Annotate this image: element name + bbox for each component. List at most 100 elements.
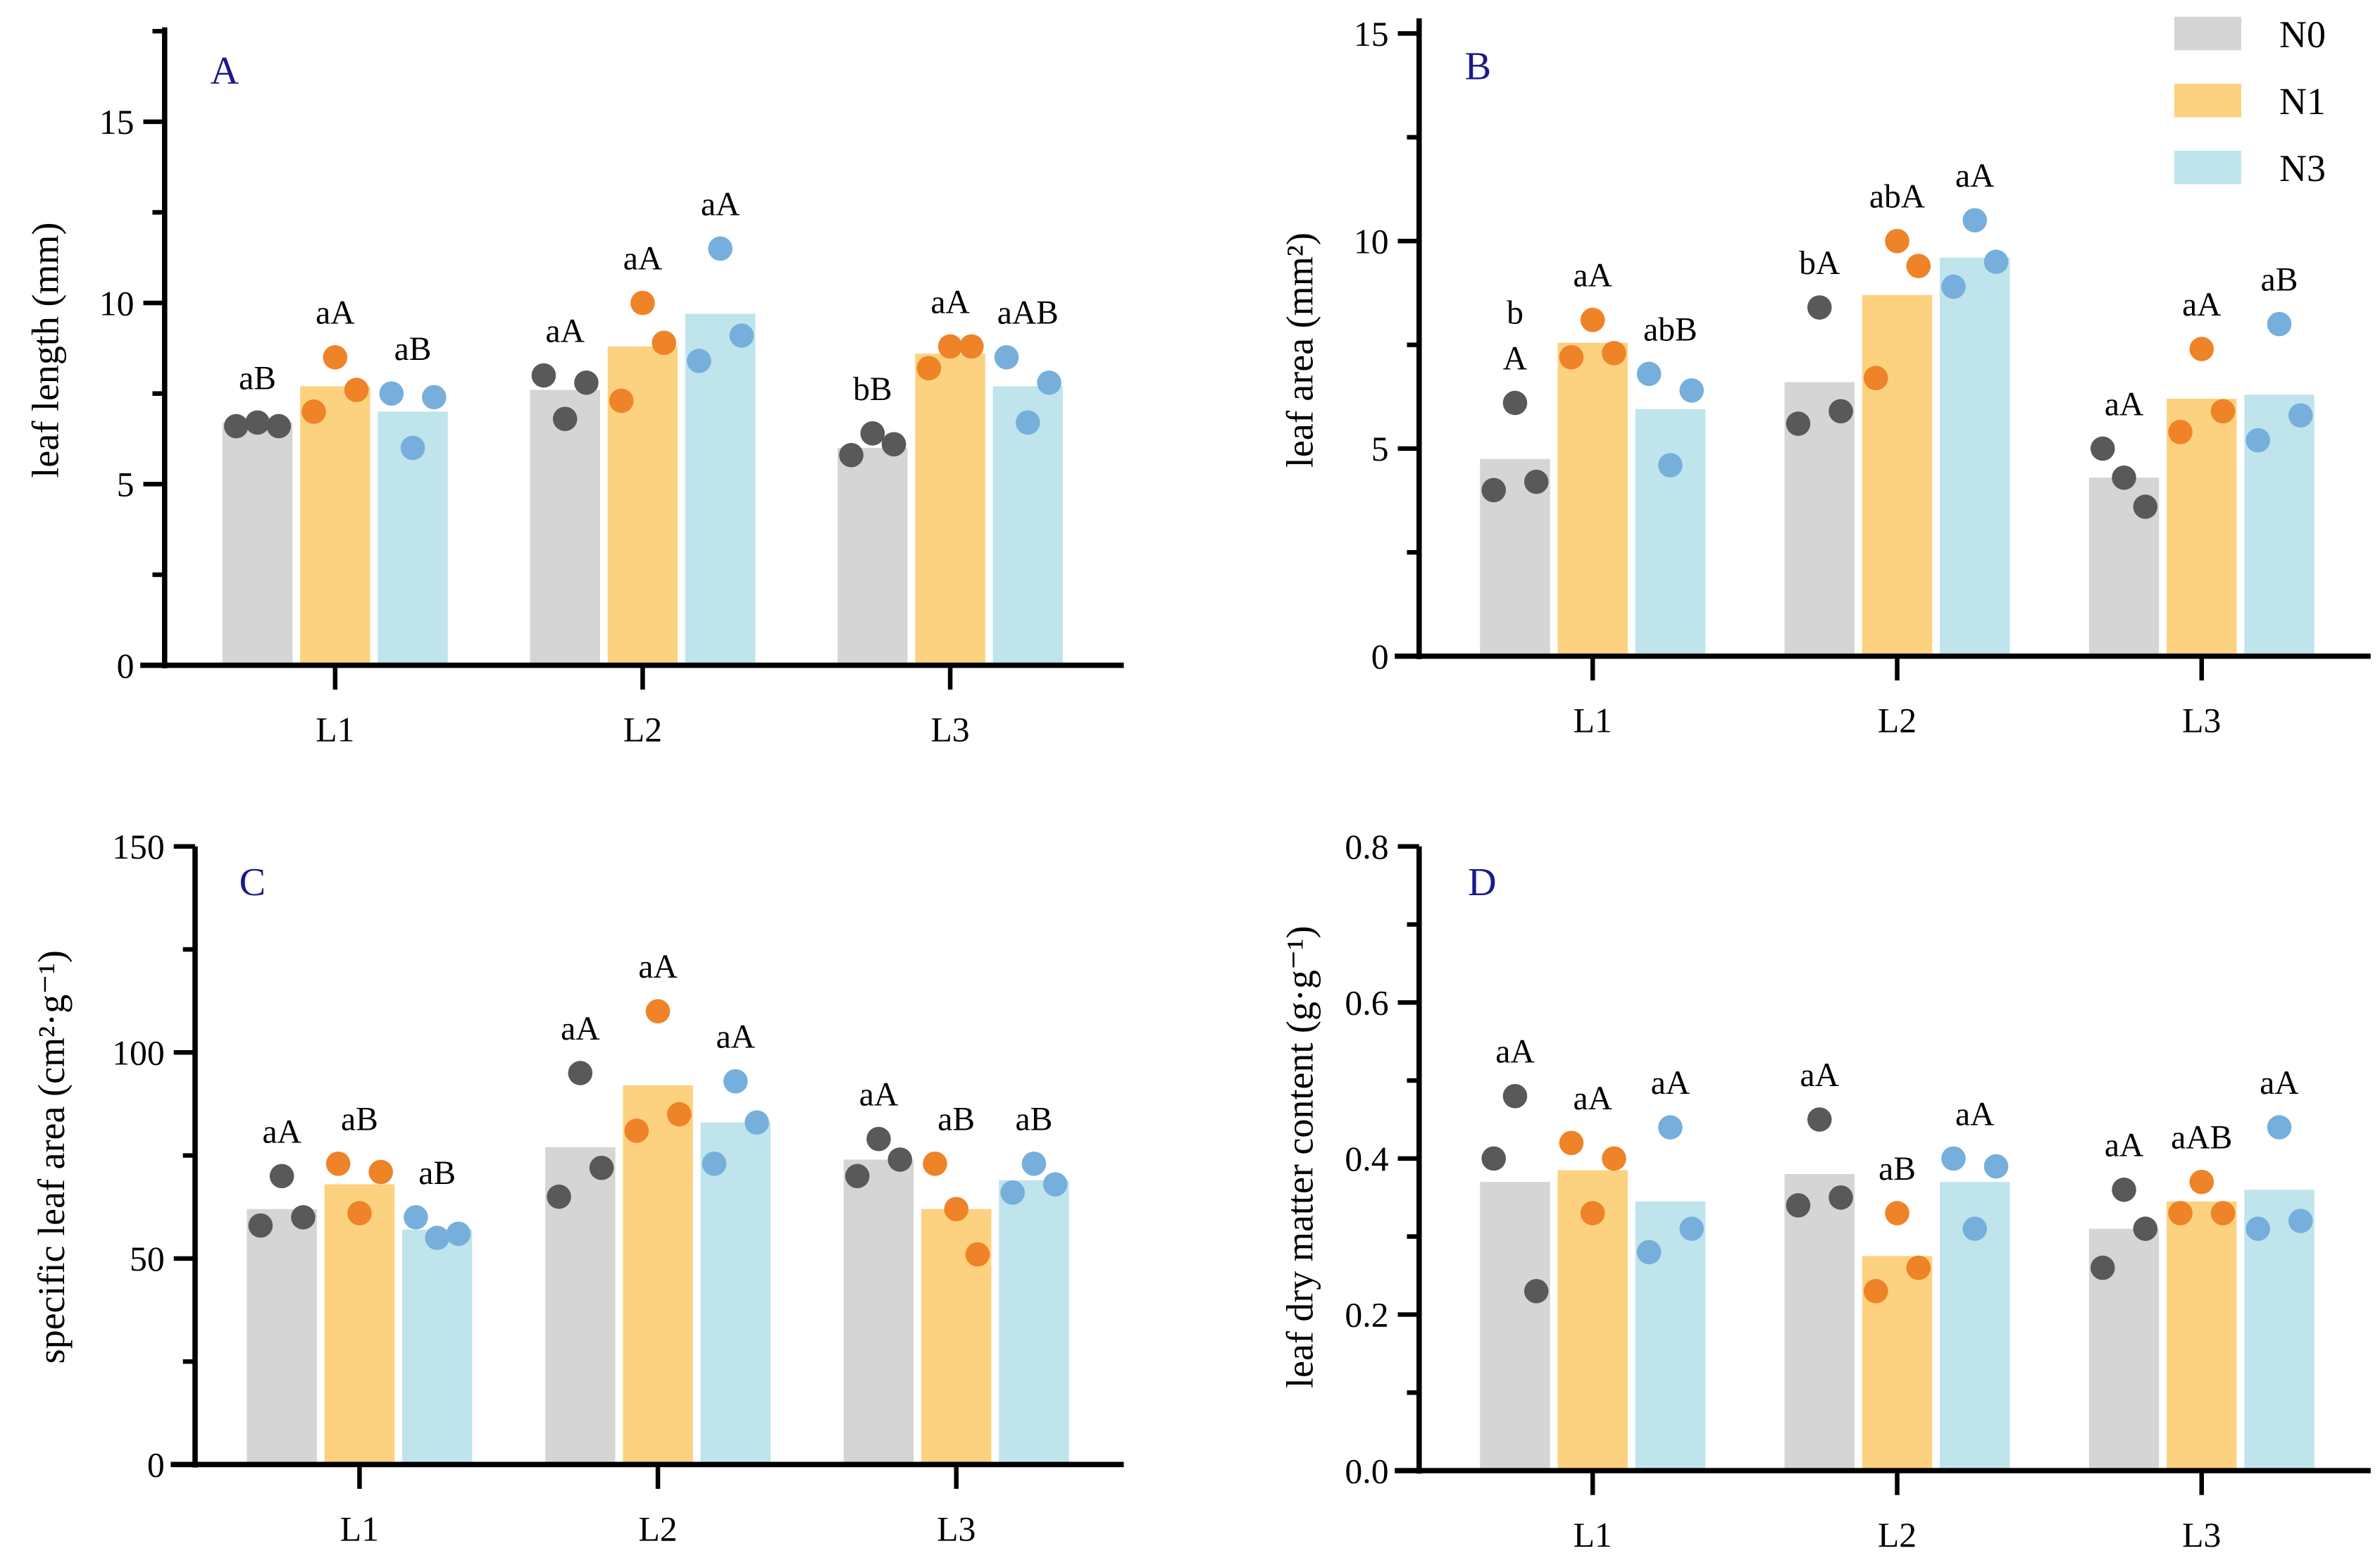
panel-a-point-n0-l1 <box>224 413 249 439</box>
panel-d-point-n0-l3 <box>2112 1177 2136 1202</box>
panel-c-y-tick-label: 100 <box>112 1034 165 1073</box>
panel-c-y-tick-label: 150 <box>112 828 165 866</box>
panel-a-significance-label: aA <box>623 241 662 278</box>
panel-c-point-n1-l2 <box>624 1118 649 1143</box>
panel-a-point-n0-l2 <box>574 370 599 395</box>
panel-c-bar-n1-l2 <box>623 1085 693 1465</box>
panel-a-point-n0-l1 <box>245 410 270 435</box>
panel-c-point-n3-l3 <box>1021 1151 1047 1176</box>
panel-b-point-n1-l3 <box>2189 337 2214 361</box>
panel-c-bar-n3-l1 <box>401 1229 473 1465</box>
panel-c-significance-label: aB <box>418 1155 456 1192</box>
panel-d-letter: D <box>1468 861 1497 904</box>
panel-a-point-n1-l1 <box>323 345 348 370</box>
panel-c-point-n3-l3 <box>1000 1180 1025 1205</box>
legend-swatch-n0 <box>2174 16 2242 51</box>
panel-d-significance-label: aAB <box>2171 1120 2232 1156</box>
panel-d-point-n3-l1 <box>1679 1216 1704 1241</box>
panel-c-letter: C <box>239 861 266 904</box>
panel-d-point-n0-l3 <box>2091 1255 2115 1280</box>
panel-d-point-n0-l2 <box>1807 1107 1832 1132</box>
panel-c-point-n1-l1 <box>347 1201 372 1226</box>
panel-b-point-n1-l3 <box>2168 420 2193 444</box>
panel-a-point-n3-l1 <box>379 381 404 406</box>
panel-b-point-n3-l1 <box>1679 378 1704 403</box>
panel-c-bar-n3-l3 <box>999 1180 1069 1465</box>
panel-a-point-n1-l1 <box>301 399 326 424</box>
panel-d-bar-n0-l1 <box>1480 1182 1550 1471</box>
panel-c-point-n3-l1 <box>425 1226 449 1250</box>
panel-b-significance-label: aA <box>1955 158 1994 194</box>
panel-b-point-n3-l3 <box>2267 311 2292 337</box>
panel-a-point-n0-l2 <box>531 363 556 388</box>
panel-a-x-tick-label: L3 <box>930 711 969 749</box>
panel-c-y-tick-label: 50 <box>130 1240 165 1278</box>
panel-b-point-n3-l3 <box>2288 403 2313 428</box>
panel-c-point-n1-l1 <box>325 1151 351 1176</box>
panel-a-y-axis-title: leaf length (mm) <box>24 223 66 478</box>
panel-d-point-n0-l3 <box>2133 1216 2158 1241</box>
panel-b-x-tick-label: L1 <box>1574 702 1612 740</box>
panel-a-y-tick-label: 10 <box>99 284 135 323</box>
panel-b-point-n1-l2 <box>1885 228 1909 254</box>
panel-b-x-tick-label: L3 <box>2182 702 2221 740</box>
panel-d-y-tick-label: 0.8 <box>1345 828 1388 866</box>
panel-a-point-n1-l2 <box>609 388 634 413</box>
panel-a-point-n0-l1 <box>266 413 292 439</box>
panel-b-bar-n3-l1 <box>1635 409 1706 656</box>
panel-a-point-n3-l3 <box>1037 370 1061 395</box>
panel-d-point-n0-l2 <box>1786 1193 1811 1218</box>
panel-b-significance-label: aB <box>2261 262 2298 299</box>
panel-a-y-tick-label: 5 <box>117 466 135 504</box>
panel-d-point-n0-l1 <box>1502 1083 1528 1109</box>
panel-c-bar-n0-l3 <box>843 1159 914 1465</box>
panel-b-bar-n1-l2 <box>1862 294 1933 656</box>
panel-b-significance-label: bA <box>1799 245 1840 282</box>
panel-b-point-n1-l3 <box>2210 399 2236 424</box>
panel-a-significance-label: bB <box>853 371 892 408</box>
panel-a-point-n3-l1 <box>400 435 425 461</box>
panel-d-point-n3-l2 <box>1983 1154 2009 1179</box>
panel-a-y-tick-label: 15 <box>99 103 135 142</box>
panel-d-significance-label: aA <box>1955 1096 1994 1133</box>
panel-a-bar-n1-l1 <box>300 386 370 666</box>
panel-a-significance-label: aA <box>316 295 354 332</box>
panel-a-point-n3-l1 <box>422 385 447 410</box>
panel-b-point-n0-l3 <box>2091 436 2115 461</box>
panel-c-point-n1-l2 <box>667 1102 692 1127</box>
panel-c-point-n3-l1 <box>446 1221 471 1247</box>
panel-a-bar-n1-l3 <box>915 354 985 666</box>
panel-b-point-n3-l1 <box>1658 453 1683 478</box>
panel-d-point-n3-l3 <box>2288 1209 2313 1233</box>
panel-c-bar-n3-l2 <box>700 1122 771 1465</box>
panel-d-point-n0-l2 <box>1828 1185 1853 1210</box>
panel-c-point-n3-l3 <box>1042 1172 1068 1197</box>
panel-b-significance-label: aA <box>1573 258 1612 294</box>
panel-a-significance-label: aA <box>545 313 584 349</box>
panel-d-point-n3-l2 <box>1941 1146 1966 1171</box>
panel-c-point-n3-l1 <box>404 1205 428 1230</box>
panel-b-point-n0-l1 <box>1524 469 1549 494</box>
panel-d-point-n3-l2 <box>1962 1216 1988 1241</box>
panel-d-x-tick-label: L3 <box>2182 1516 2221 1554</box>
panel-c-point-n0-l3 <box>887 1147 913 1172</box>
panel-d-bar-n1-l3 <box>2167 1201 2237 1471</box>
panel-a-point-n1-l2 <box>652 330 677 356</box>
panel-c-point-n3-l2 <box>723 1068 748 1094</box>
panel-b-point-n1-l1 <box>1559 344 1584 370</box>
panel-d-point-n1-l1 <box>1580 1201 1605 1226</box>
panel-d-point-n3-l3 <box>2267 1115 2292 1140</box>
panel-b-significance-label: A <box>1503 341 1527 378</box>
panel-b-point-n3-l3 <box>2245 428 2271 453</box>
panel-b-y-axis-title: leaf area (mm²) <box>1278 232 1321 468</box>
panel-d-point-n0-l1 <box>1524 1278 1549 1304</box>
panel-a-point-n0-l2 <box>552 406 578 432</box>
panel-b-point-n1-l1 <box>1602 341 1626 366</box>
panel-b-point-n3-l2 <box>1962 208 1988 233</box>
panel-a-point-n1-l1 <box>344 378 369 402</box>
panel-d-point-n1-l3 <box>2189 1169 2214 1195</box>
panel-c-point-n1-l2 <box>645 999 671 1024</box>
panel-a-significance-label: aA <box>930 284 969 320</box>
panel-c-point-n1-l3 <box>923 1151 947 1176</box>
